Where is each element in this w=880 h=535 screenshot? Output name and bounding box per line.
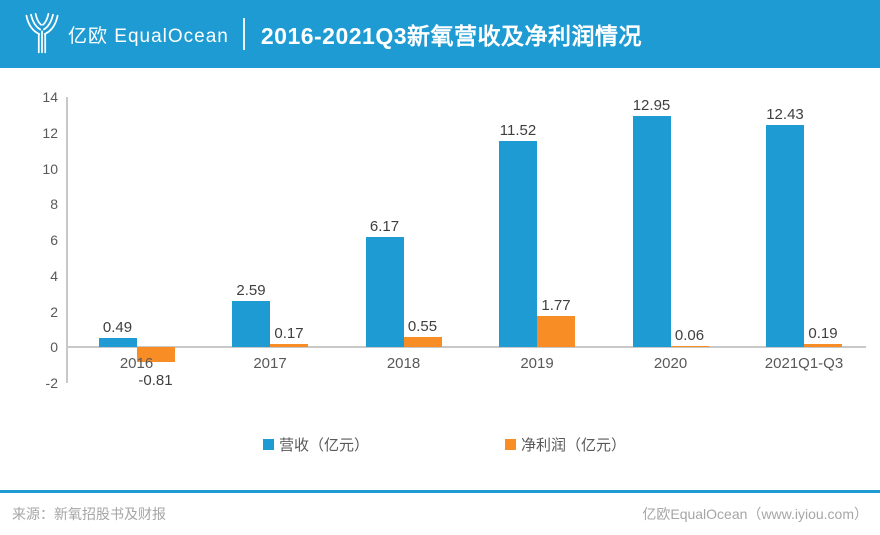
value-label: 12.95 — [632, 96, 671, 114]
value-label: 2.59 — [236, 281, 266, 299]
equalocean-logo: 亿欧 EqualOcean — [20, 10, 229, 58]
y-tick-label: 4 — [50, 267, 58, 284]
bar-profit — [804, 343, 842, 348]
bar-profit — [670, 346, 709, 348]
bar-revenue — [766, 125, 804, 348]
source-note: 来源：新氧招股书及财报 — [12, 506, 166, 522]
bar-profit — [403, 337, 442, 348]
value-label: 0.06 — [674, 327, 705, 345]
footer-divider — [0, 490, 880, 493]
equalocean-logo-icon — [20, 10, 64, 58]
category-label: 2019 — [520, 355, 554, 373]
category-label: 2018 — [386, 355, 421, 373]
y-tick-label: -2 — [45, 375, 58, 391]
value-label: 12.43 — [766, 106, 804, 124]
y-tick-label: 2 — [50, 303, 58, 320]
value-label: 0.49 — [102, 319, 133, 337]
value-label: 0.17 — [274, 325, 304, 343]
y-tick-label: 14 — [42, 89, 58, 105]
value-label: -0.81 — [138, 371, 173, 389]
bar-revenue — [365, 236, 404, 348]
legend-item-profit: 净利润（亿元） — [505, 434, 626, 455]
page-title: 2016-2021Q3新氧营收及净利润情况 — [260, 23, 643, 49]
site-credit: 亿欧EqualOcean（www.iyiou.com） — [642, 506, 868, 522]
legend-label-revenue: 营收（亿元） — [279, 437, 370, 454]
category-label: 2020 — [653, 355, 688, 373]
y-tick-label: 12 — [42, 124, 58, 141]
bar-profit — [136, 347, 175, 362]
legend-label-profit: 净利润（亿元） — [521, 437, 627, 454]
bar-profit — [270, 344, 308, 348]
zero-line — [66, 346, 866, 349]
value-label: 11.52 — [499, 122, 537, 140]
revenue-swatch-icon — [263, 439, 274, 450]
y-axis-line — [66, 97, 68, 383]
value-label: 1.77 — [541, 296, 571, 314]
bar-revenue — [98, 338, 137, 348]
value-label: 0.19 — [808, 324, 838, 342]
app-header: 亿欧 EqualOcean 2016-2021Q3新氧营收及净利润情况 — [0, 0, 880, 68]
y-tick-label: 6 — [50, 232, 58, 248]
profit-swatch-icon — [505, 439, 516, 450]
value-label: 6.17 — [369, 217, 400, 235]
header-divider — [242, 18, 245, 50]
y-tick-label: 0 — [50, 339, 58, 356]
category-label: 2017 — [253, 355, 287, 373]
bar-revenue — [632, 115, 671, 348]
legend-item-revenue: 营收（亿元） — [263, 434, 369, 455]
category-label: 2016 — [119, 355, 154, 373]
value-label: 0.55 — [407, 318, 438, 336]
y-tick-label: 10 — [42, 160, 58, 177]
bar-revenue — [499, 141, 537, 348]
logo-text: 亿欧 EqualOcean — [68, 25, 229, 47]
category-label: 2021Q1-Q3 — [764, 355, 844, 373]
bar-profit — [537, 315, 575, 348]
bar-revenue — [232, 300, 270, 348]
y-tick-label: 8 — [50, 196, 58, 213]
